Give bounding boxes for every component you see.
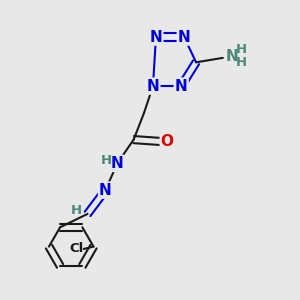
Text: Cl: Cl: [70, 242, 84, 256]
Text: N: N: [147, 79, 159, 94]
Text: N: N: [225, 49, 238, 64]
Text: N: N: [111, 156, 124, 171]
Text: N: N: [175, 79, 188, 94]
Text: H: H: [236, 43, 247, 56]
Text: N: N: [150, 30, 162, 45]
Text: N: N: [99, 183, 112, 198]
Text: H: H: [236, 56, 247, 69]
Text: O: O: [161, 134, 174, 149]
Text: H: H: [71, 204, 82, 217]
Text: H: H: [100, 154, 112, 167]
Text: N: N: [178, 30, 190, 45]
